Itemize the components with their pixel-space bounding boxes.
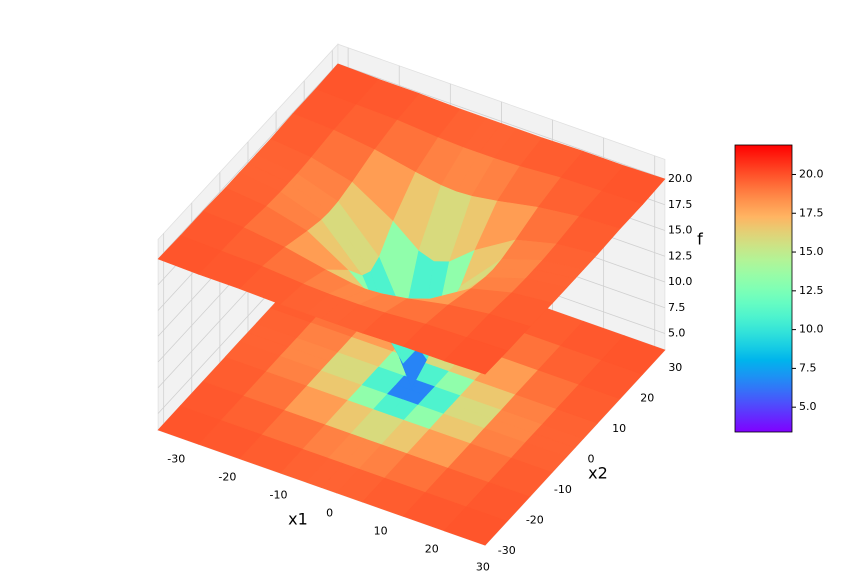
x-tick-label: -20 bbox=[218, 471, 236, 484]
colorbar-tick-label: 20.0 bbox=[799, 167, 824, 180]
y-tick-label: 10 bbox=[612, 422, 626, 435]
x-tick-label: 20 bbox=[425, 543, 439, 556]
z-tick-label: 12.5 bbox=[668, 249, 693, 262]
colorbar-tick-label: 7.5 bbox=[799, 361, 817, 374]
colorbar bbox=[734, 144, 793, 433]
z-tick-label: 15.0 bbox=[668, 224, 693, 237]
y-tick-label: 20 bbox=[640, 392, 654, 405]
y-tick-label: -30 bbox=[498, 544, 516, 557]
colorbar-tick-label: 17.5 bbox=[799, 206, 824, 219]
x-tick-label: 30 bbox=[476, 561, 490, 574]
z-tick-label: 17.5 bbox=[668, 198, 693, 211]
floor-contour bbox=[601, 335, 666, 375]
x-tick-label: 10 bbox=[374, 525, 388, 538]
surface-patch bbox=[443, 337, 509, 375]
x-tick-label: -30 bbox=[167, 453, 185, 466]
grid-line bbox=[337, 63, 666, 180]
y-tick-label: -20 bbox=[526, 514, 544, 527]
grid-line bbox=[157, 63, 339, 260]
z-tick-label: 10.0 bbox=[668, 275, 693, 288]
z-tick-label: 7.5 bbox=[668, 301, 686, 314]
z-tick-label: 20.0 bbox=[668, 172, 693, 185]
y-tick-label: -10 bbox=[554, 483, 572, 496]
x-tick-label: -10 bbox=[269, 489, 287, 502]
colorbar-tick-label: 5.0 bbox=[799, 400, 817, 413]
x-axis-label: x1 bbox=[288, 510, 308, 529]
z-tick-label: 5.0 bbox=[668, 327, 686, 340]
colorbar-tick-label: 10.0 bbox=[799, 323, 824, 336]
z-axis-label: f bbox=[697, 230, 703, 249]
colorbar-tick-label: 12.5 bbox=[799, 284, 824, 297]
y-tick-label: 30 bbox=[668, 361, 682, 374]
y-axis-label: x2 bbox=[588, 464, 608, 483]
y-tick-label: 0 bbox=[588, 453, 595, 466]
colorbar-tick-label: 15.0 bbox=[799, 245, 824, 258]
x-tick-label: 0 bbox=[326, 507, 333, 520]
